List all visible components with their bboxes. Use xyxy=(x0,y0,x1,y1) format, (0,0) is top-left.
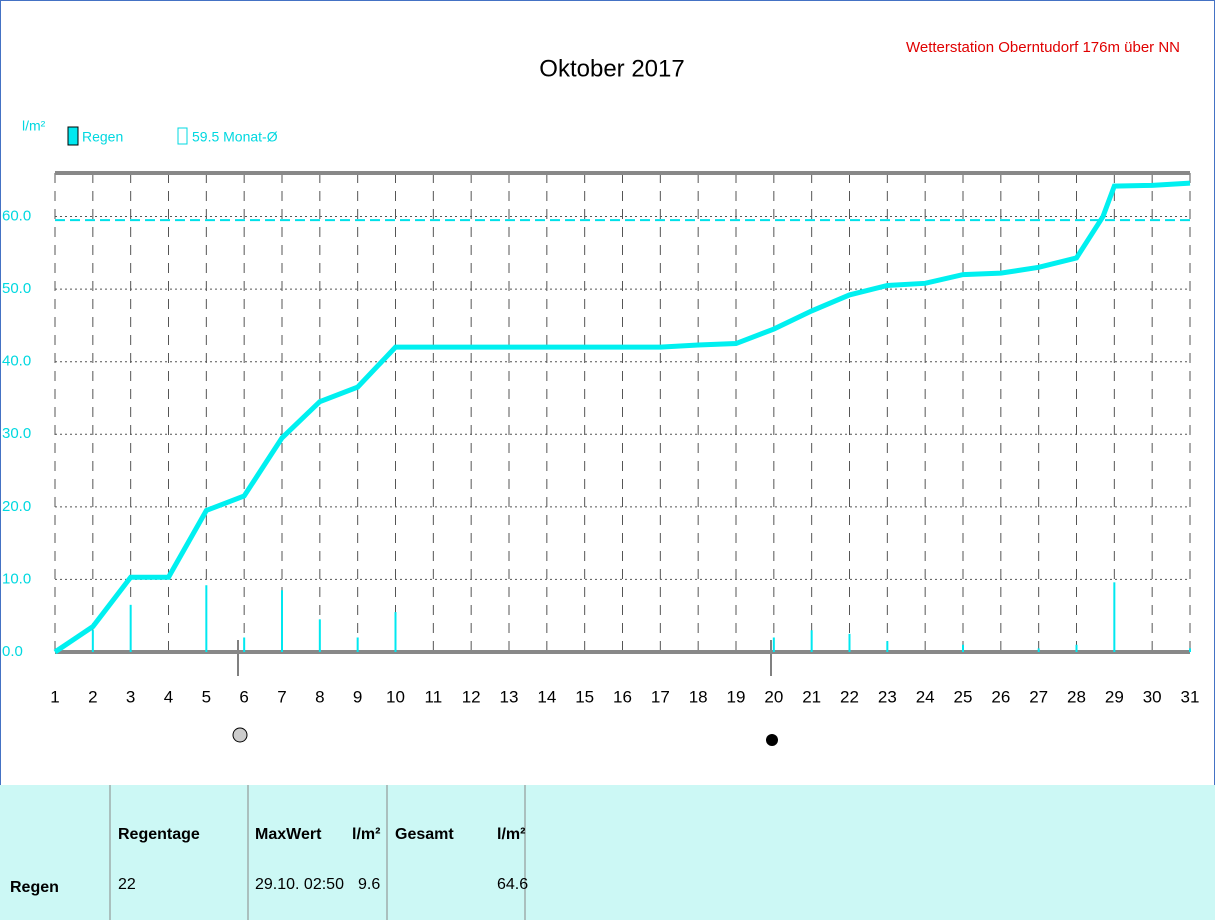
bar xyxy=(356,637,359,652)
x-tick-label: 20 xyxy=(764,687,783,706)
y-tick-label: 60.0 xyxy=(2,208,31,225)
x-tick-label: 16 xyxy=(613,687,632,706)
moon-icon xyxy=(232,727,248,743)
x-tick-label: 9 xyxy=(353,687,362,706)
cell: 29.10. 02:50 xyxy=(255,876,344,893)
bar xyxy=(318,619,321,652)
x-tick-label: 10 xyxy=(386,687,405,706)
legend-ref-label: 59.5 Monat-Ø xyxy=(192,129,278,145)
bar xyxy=(886,641,889,652)
x-tick-label: 13 xyxy=(500,687,519,706)
x-tick-label: 23 xyxy=(878,687,897,706)
table-header: Regentage xyxy=(118,826,200,843)
x-tick-label: 14 xyxy=(537,687,556,706)
cumulative-line xyxy=(53,180,1191,655)
x-tick-label: 19 xyxy=(727,687,746,706)
bar xyxy=(129,604,132,652)
y-tick-label: 40.0 xyxy=(2,353,31,370)
x-tick-label: 28 xyxy=(1067,687,1086,706)
y-tick-label: 30.0 xyxy=(2,425,31,442)
moon-icon xyxy=(766,734,778,746)
cell: 9.6 xyxy=(358,876,380,893)
row-label: Regen xyxy=(10,879,59,896)
x-tick-label: 1 xyxy=(50,687,59,706)
x-tick-label: 17 xyxy=(651,687,670,706)
y-tick-label: 10.0 xyxy=(2,570,31,587)
y-tick-label: 20.0 xyxy=(2,498,31,515)
bar xyxy=(91,630,94,652)
cell: 64.6 xyxy=(497,876,528,893)
legend-label: Regen xyxy=(82,129,123,145)
x-tick-label: 11 xyxy=(425,687,443,706)
bar xyxy=(281,590,283,652)
x-tick-label: 24 xyxy=(916,687,935,706)
y-label: l/m² xyxy=(22,118,46,134)
bar xyxy=(772,637,775,652)
x-tick-label: 8 xyxy=(315,687,324,706)
table-header: l/m² xyxy=(497,826,525,843)
x-tick-label: 15 xyxy=(575,687,594,706)
table-header: Gesamt xyxy=(395,826,454,843)
x-tick-label: 21 xyxy=(802,687,821,706)
x-tick-label: 27 xyxy=(1029,687,1048,706)
x-tick-label: 3 xyxy=(126,687,135,706)
chart-title: Oktober 2017 xyxy=(539,55,684,82)
bar xyxy=(962,644,964,652)
y-tick-label: 50.0 xyxy=(2,280,31,297)
bar xyxy=(205,585,208,652)
bar xyxy=(1037,648,1040,652)
cell: 22 xyxy=(118,876,136,893)
bar xyxy=(810,630,813,652)
x-tick-label: 12 xyxy=(462,687,481,706)
x-tick-label: 31 xyxy=(1181,687,1200,706)
x-tick-label: 29 xyxy=(1105,687,1124,706)
bar xyxy=(1189,648,1191,652)
bar xyxy=(1075,644,1078,652)
x-tick-label: 6 xyxy=(239,687,248,706)
bar xyxy=(848,633,851,652)
x-tick-label: 26 xyxy=(991,687,1010,706)
legend-swatch xyxy=(67,126,79,146)
x-tick-label: 7 xyxy=(277,687,286,706)
x-tick-label: 25 xyxy=(954,687,973,706)
x-tick-label: 30 xyxy=(1143,687,1162,706)
bar xyxy=(394,612,397,652)
x-tick-label: 22 xyxy=(840,687,859,706)
x-tick-label: 2 xyxy=(88,687,97,706)
x-tick-label: 5 xyxy=(202,687,211,706)
table-bg xyxy=(0,785,1215,920)
station: Wetterstation Oberntudorf 176m über NN xyxy=(906,39,1180,56)
bar xyxy=(243,637,246,652)
table-header: MaxWert xyxy=(255,826,322,843)
bar xyxy=(1113,582,1116,652)
table-header: l/m² xyxy=(352,826,380,843)
y-tick-label: 0.0 xyxy=(2,643,23,660)
x-tick-label: 4 xyxy=(164,687,173,706)
legend-ref-swatch xyxy=(177,127,188,145)
x-tick-label: 18 xyxy=(689,687,708,706)
